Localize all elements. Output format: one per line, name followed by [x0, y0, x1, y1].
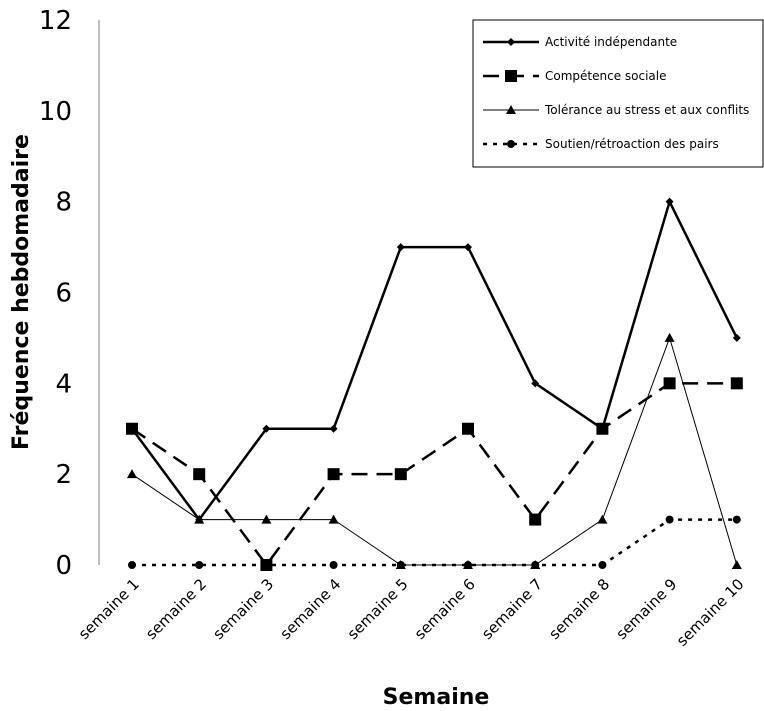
- legend-item: Activité indépendante: [483, 35, 677, 49]
- legend: Activité indépendante Compétence sociale T…: [472, 19, 764, 168]
- data-point: [663, 377, 676, 390]
- data-point: [126, 422, 138, 435]
- legend-label: Tolérance au stress et aux conflits: [544, 103, 749, 117]
- legend-items: Activité indépendante Compétence sociale T…: [483, 35, 749, 151]
- data-point: [396, 243, 405, 252]
- data-point: [327, 468, 340, 481]
- data-point: [195, 561, 204, 569]
- data-point: [531, 379, 540, 388]
- y-tick-label: 2: [55, 460, 72, 490]
- data-point: [732, 333, 741, 342]
- data-point: [665, 515, 674, 524]
- series-lines: [126, 197, 743, 571]
- data-point: [464, 561, 472, 569]
- data-point: [329, 561, 338, 569]
- data-point: [531, 561, 540, 569]
- legend-marker: [507, 140, 515, 148]
- legend-marker: [505, 70, 517, 82]
- series-line: [130, 198, 738, 522]
- data-point: [261, 514, 272, 524]
- series-line: [131, 382, 737, 568]
- data-point: [464, 243, 472, 252]
- data-point: [328, 514, 339, 524]
- data-point: [598, 561, 607, 569]
- legend-label: Activité indépendante: [545, 35, 677, 49]
- legend-marker: [507, 38, 515, 46]
- series-4: [128, 515, 741, 569]
- data-point: [396, 561, 405, 569]
- x-axis-title: Semaine: [383, 685, 490, 710]
- legend-box: [472, 19, 764, 168]
- data-point: [665, 197, 674, 206]
- x-tick-label: semaine 3: [209, 575, 277, 643]
- data-point: [732, 515, 741, 524]
- data-point: [262, 561, 271, 569]
- legend-label: Soutien/rétroaction des pairs: [545, 137, 719, 151]
- legend-marker: [506, 105, 516, 114]
- data-point: [596, 422, 609, 435]
- legend-item: Compétence sociale: [483, 69, 667, 83]
- y-tick-labels: 0 2 4 6 8 10 12: [39, 6, 72, 581]
- data-point: [394, 468, 407, 481]
- y-tick-label: 8: [55, 188, 72, 218]
- data-point: [529, 513, 542, 526]
- x-tick-label: semaine 7: [478, 575, 546, 643]
- x-tick-label: semaine 6: [411, 575, 479, 643]
- series-line: [132, 518, 737, 567]
- y-tick-label: 12: [39, 6, 72, 36]
- x-tick-label: semaine 8: [545, 575, 613, 643]
- x-tick-label: semaine 5: [344, 575, 412, 643]
- data-point: [128, 561, 136, 569]
- x-tick-labels: semaine 1 semaine 2 semaine 3 semaine 4 sema…: [75, 575, 748, 650]
- legend-item: Tolérance au stress et aux conflits: [483, 103, 749, 117]
- data-point: [127, 469, 137, 479]
- x-tick-label: semaine 10: [673, 575, 748, 650]
- x-tick-label: semaine 1: [75, 575, 143, 643]
- y-tick-label: 6: [55, 279, 72, 309]
- data-point: [730, 377, 743, 390]
- data-point: [194, 514, 205, 524]
- series-2: [126, 377, 743, 571]
- data-point: [262, 424, 271, 433]
- series-1: [128, 197, 741, 524]
- y-tick-label: 4: [55, 369, 72, 399]
- x-tick-label: semaine 2: [142, 575, 210, 643]
- legend-item: Soutien/rétroaction des pairs: [483, 137, 719, 151]
- y-tick-label: 0: [55, 551, 72, 581]
- data-point: [597, 514, 608, 524]
- legend-label: Compétence sociale: [545, 69, 667, 83]
- data-point: [731, 560, 742, 569]
- y-axis-title: Fréquence hebdomadaire: [9, 134, 34, 450]
- y-tick-label: 10: [39, 97, 72, 127]
- data-point: [462, 422, 474, 435]
- data-point: [664, 332, 675, 342]
- data-point: [329, 424, 338, 433]
- x-tick-label: semaine 4: [277, 575, 345, 643]
- data-point: [193, 468, 206, 481]
- x-tick-label: semaine 9: [613, 575, 681, 643]
